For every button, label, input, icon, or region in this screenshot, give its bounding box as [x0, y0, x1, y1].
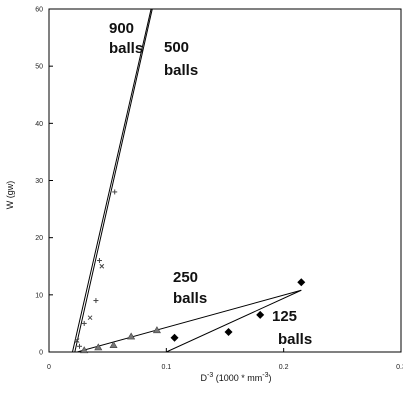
y-tick-label: 40: [35, 121, 43, 128]
data-point-x: [74, 338, 80, 343]
y-tick-label: 50: [35, 64, 43, 71]
x-axis-label-main: D: [201, 373, 208, 383]
x-axis-label: D-3 (1000 * mm-3): [201, 372, 272, 383]
x-axis-label-sup2: -3: [262, 372, 268, 379]
label-250-balls: 250 balls: [173, 269, 207, 307]
fit-line: [71, 9, 152, 352]
fit-line: [74, 9, 153, 352]
data-point-diamond: [170, 333, 179, 342]
data-point-diamond: [297, 278, 306, 287]
y-tick-label: 0: [39, 350, 43, 357]
data-point-triangle: [152, 326, 161, 334]
data-point-triangle: [109, 341, 118, 348]
data-point-cross: [93, 298, 99, 304]
x-axis-label-sup: -3: [207, 372, 213, 379]
y-tick-label: 30: [35, 178, 43, 185]
fit-line: [77, 289, 302, 352]
plot-border: [48, 8, 402, 353]
data-point-cross: [81, 320, 87, 326]
y-tick-label: 60: [35, 7, 43, 14]
x-tick-label: 0.1: [161, 364, 171, 371]
x-axis-label-end: ): [269, 373, 272, 383]
data-point-cross: [96, 258, 102, 264]
label-900-balls: 900 balls: [109, 20, 143, 57]
x-axis-label-rest: (1000 * mm: [213, 373, 262, 383]
fit-line: [166, 289, 302, 352]
data-point-cross: [77, 343, 83, 349]
data-point-triangle: [80, 346, 89, 354]
data-point-x-b: [99, 263, 105, 269]
data-point-x: [87, 315, 93, 321]
data-point-cross: [112, 189, 118, 195]
axis-ticks: 0 10 20 30 40 50 60 0 0.1 0.2 0.3: [35, 7, 403, 372]
data-point-diamond: [256, 310, 265, 319]
data-point-triangle: [94, 343, 103, 351]
data-point-triangle: [127, 332, 136, 340]
data-point-diamond: [224, 327, 233, 336]
data-markers: [74, 189, 306, 354]
plot-frame: [48, 8, 402, 353]
data-point-x-b: [74, 338, 80, 343]
y-axis-label: W (gw): [5, 181, 15, 210]
data-point-x-b: [87, 315, 93, 321]
fit-lines: [71, 9, 302, 352]
label-500-balls: 500 balls: [164, 39, 198, 79]
x-tick-label: 0.2: [279, 364, 289, 371]
x-tick-label: 0.3: [396, 364, 403, 371]
data-point-x: [99, 263, 105, 269]
label-125-balls: 125 balls: [272, 308, 312, 348]
y-tick-label: 10: [35, 292, 43, 299]
x-tick-label: 0: [47, 364, 51, 371]
y-tick-label: 20: [35, 235, 43, 242]
